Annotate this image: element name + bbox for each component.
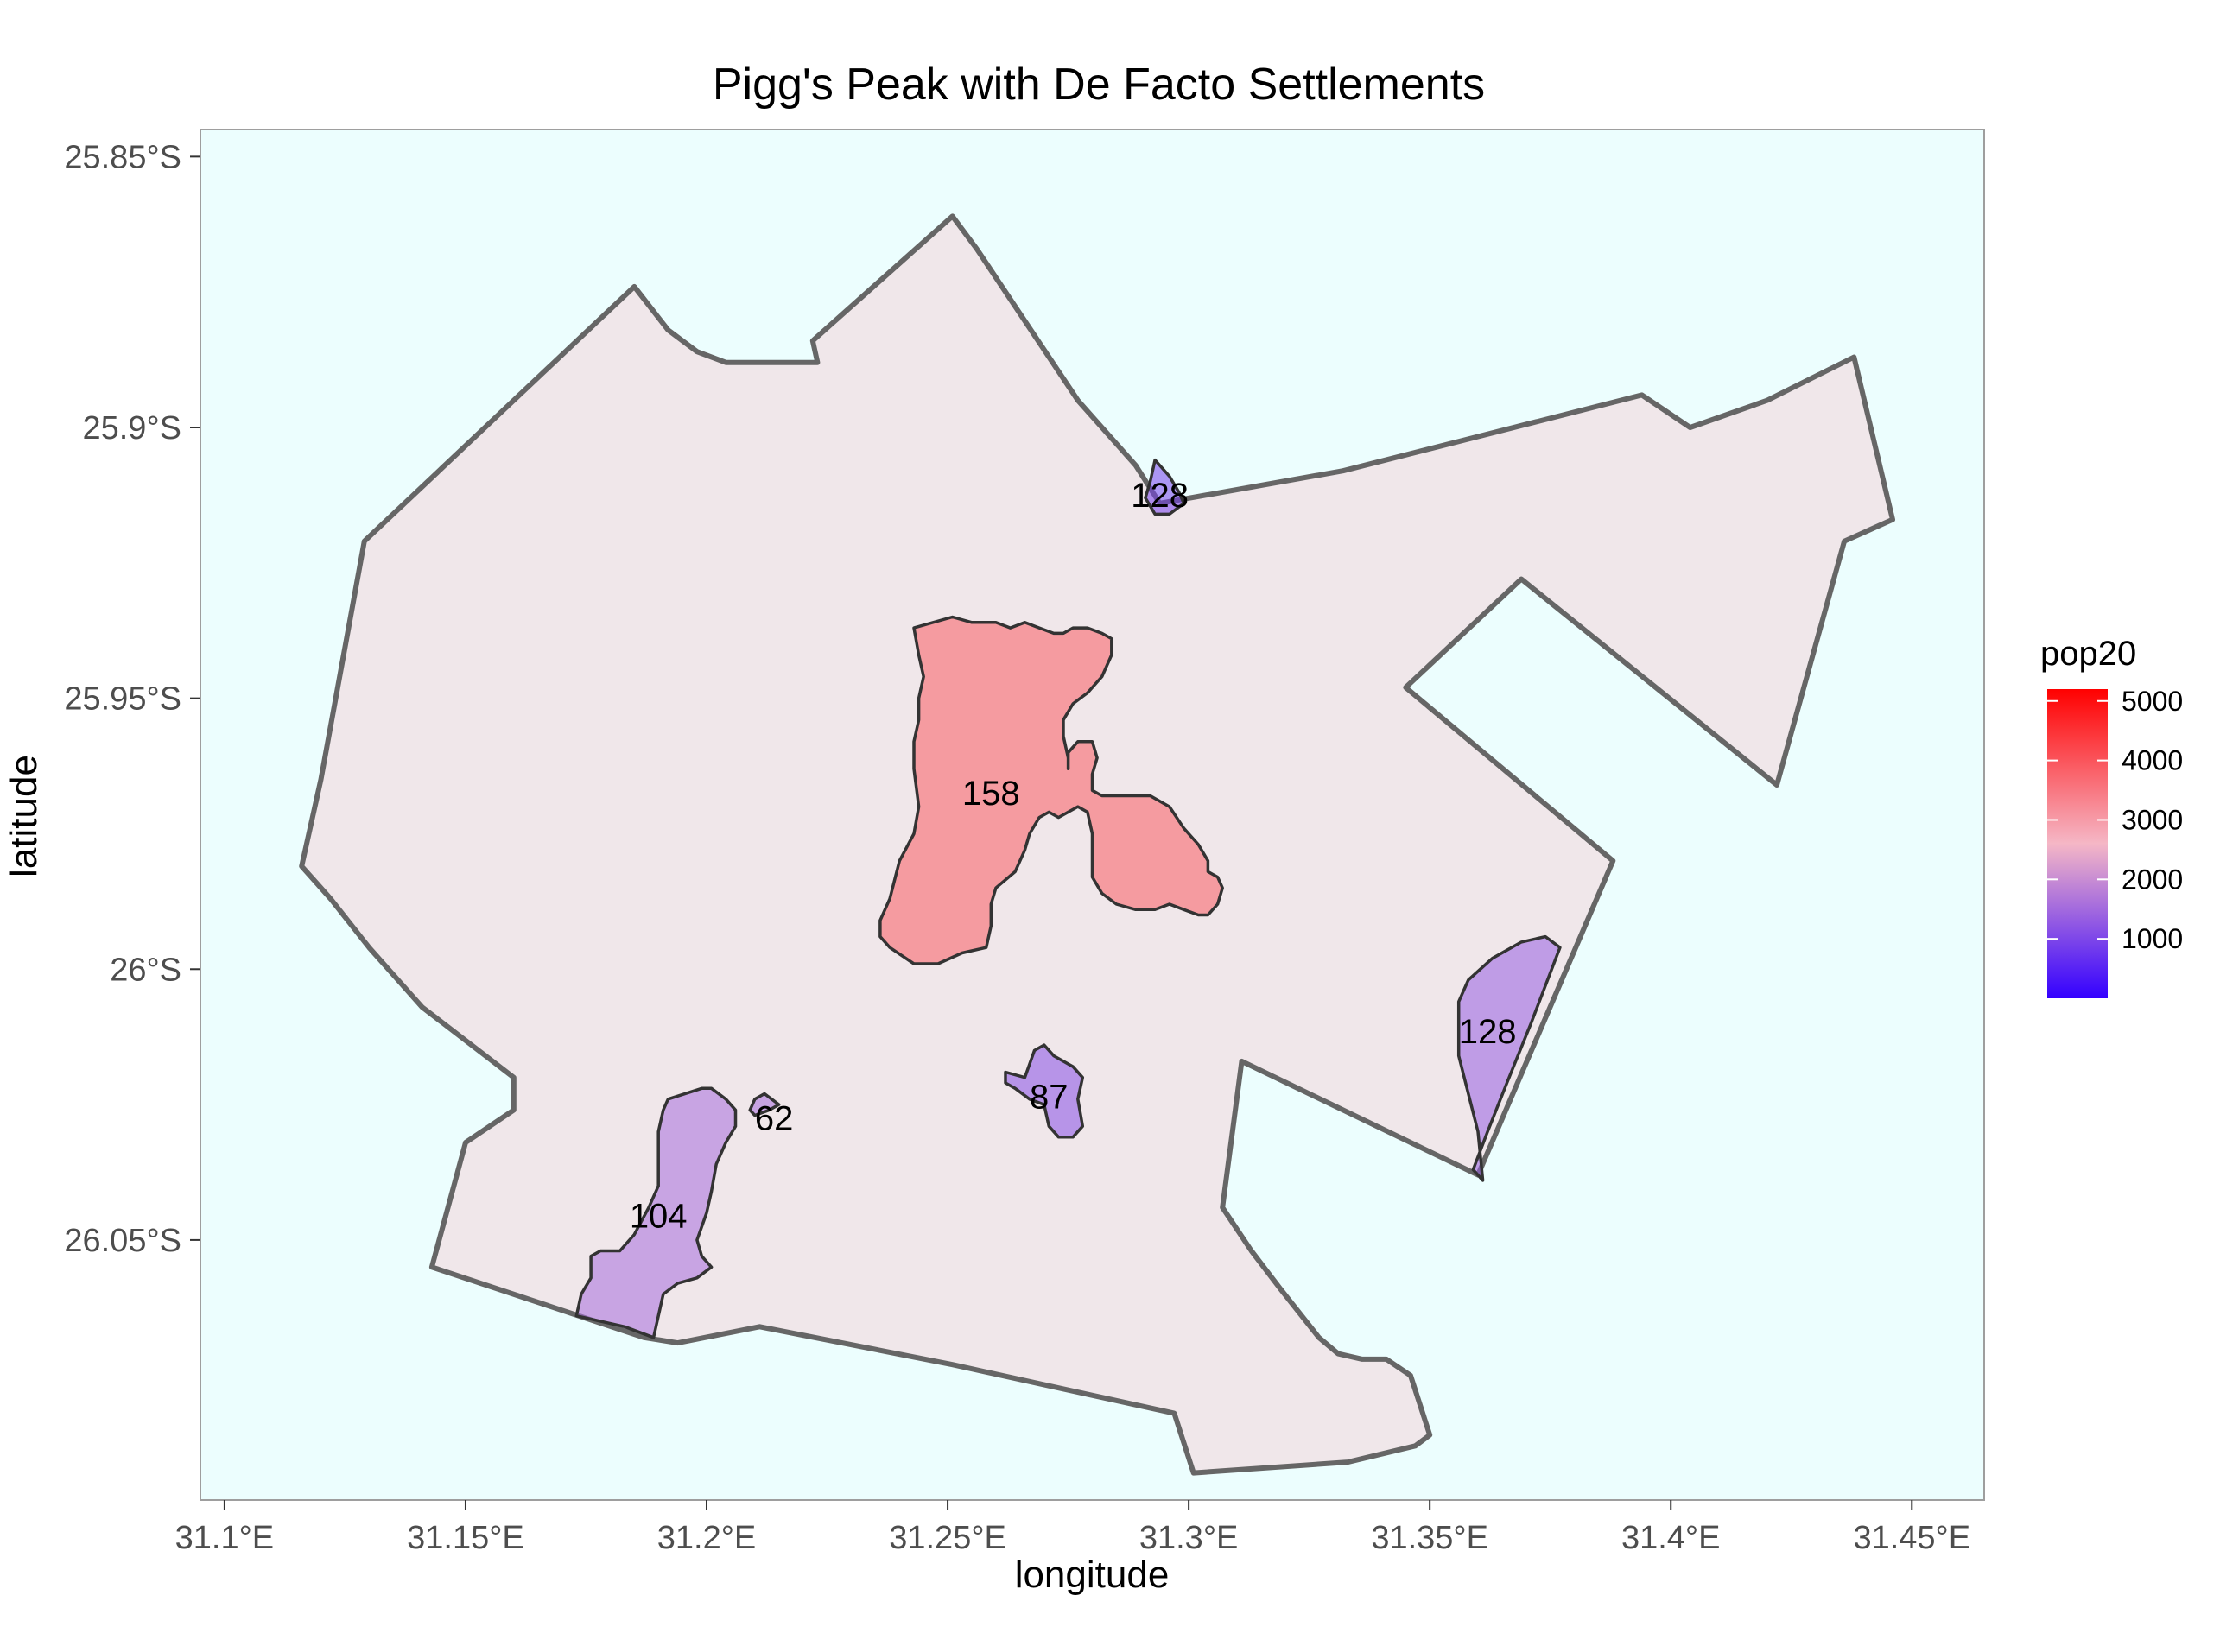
y-tick-label: 25.95°S (64, 681, 181, 718)
settlement-polygon (878, 615, 1224, 965)
x-tick-label: 31.4°E (1621, 1520, 1721, 1556)
legend-tick-label: 1000 (2122, 923, 2183, 954)
legend-colorbar (2047, 689, 2108, 998)
legend-tick-label: 2000 (2122, 864, 2183, 895)
settlement-polygon (1456, 934, 1562, 1182)
x-tick-label: 31.25°E (889, 1520, 1006, 1556)
settlement-polygon (1144, 458, 1186, 516)
x-tick-label: 31.1°E (175, 1520, 275, 1556)
settlement-polygon (574, 1086, 738, 1339)
legend-tick-label: 5000 (2122, 686, 2183, 717)
x-tick-label: 31.15°E (407, 1520, 524, 1556)
x-tick-label: 31.35°E (1371, 1520, 1488, 1556)
settlement-label: 128 (1131, 477, 1189, 515)
legend-tick-label: 3000 (2122, 804, 2183, 835)
settlement-polygon (1004, 1043, 1085, 1139)
y-axis-title: latitude (3, 755, 45, 877)
legend: pop20 1000 2000 3000 4000 5000 (2040, 635, 2183, 998)
legend-tick-label: 4000 (2122, 745, 2183, 776)
x-tick-label: 31.3°E (1139, 1520, 1239, 1556)
y-tick-label: 25.85°S (64, 139, 181, 175)
settlement-labels: 158 128 128 87 104 62 (630, 477, 1517, 1235)
settlement-label: 87 (1030, 1078, 1069, 1116)
settlement-label: 62 (755, 1099, 794, 1137)
legend-ticks: 1000 2000 3000 4000 5000 (2047, 686, 2183, 954)
legend-title: pop20 (2040, 635, 2136, 673)
settlement-label: 128 (1459, 1013, 1517, 1051)
settlement-label: 158 (962, 775, 1020, 813)
geo-layer (299, 213, 1895, 1476)
y-tick-label: 26.05°S (64, 1223, 181, 1259)
x-axis-title: longitude (1015, 1554, 1170, 1596)
y-axis: 25.85°S 25.9°S 25.95°S 26°S 26.05°S (64, 139, 200, 1259)
x-tick-label: 31.45°E (1853, 1520, 1970, 1556)
x-axis: 31.1°E 31.15°E 31.2°E 31.25°E 31.3°E 31.35°E 3… (175, 1500, 1970, 1556)
plot-title: Pigg's Peak with De Facto Settlements (713, 60, 1485, 110)
settlement-polygon (748, 1092, 781, 1117)
y-tick-label: 25.9°S (82, 410, 181, 446)
settlement-label: 104 (630, 1197, 688, 1235)
x-tick-label: 31.2°E (657, 1520, 757, 1556)
y-tick-label: 26°S (110, 952, 181, 988)
